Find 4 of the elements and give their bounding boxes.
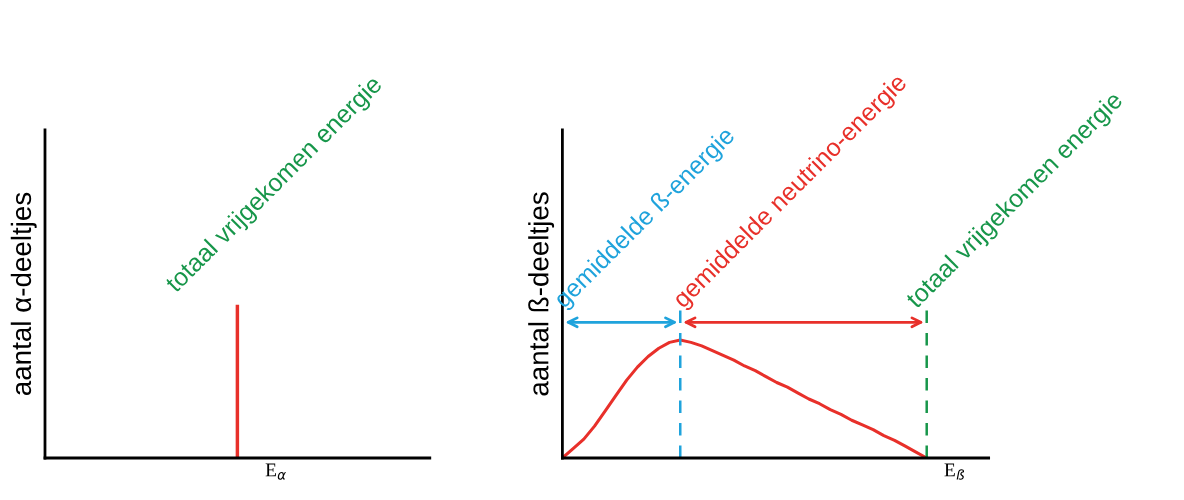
y-axis-title: aantal α-deeltjes	[10, 192, 37, 396]
x-axis-title: E$_{α}$	[265, 463, 286, 480]
x-axis-title: E$_{ß}$	[944, 463, 965, 480]
y-axis-title: aantal ß-deeltjes	[528, 192, 555, 396]
